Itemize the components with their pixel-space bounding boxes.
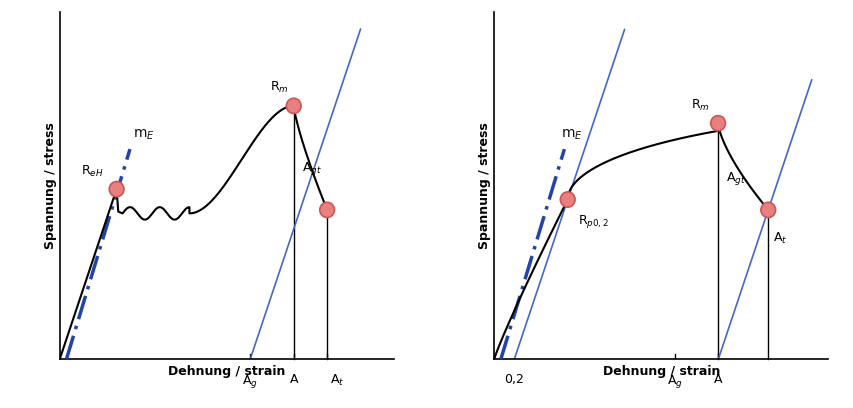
Text: m$_E$: m$_E$ (560, 128, 582, 142)
Circle shape (560, 192, 574, 207)
Text: A$_g$: A$_g$ (242, 373, 258, 390)
Y-axis label: Spannung / stress: Spannung / stress (478, 122, 490, 249)
Y-axis label: Spannung / stress: Spannung / stress (44, 122, 57, 249)
Text: A: A (289, 373, 298, 386)
Text: 0,2: 0,2 (504, 373, 524, 386)
Circle shape (760, 202, 775, 217)
X-axis label: Dehnung / strain: Dehnung / strain (168, 365, 285, 377)
Text: A$_t$: A$_t$ (772, 231, 786, 246)
Text: A$_t$: A$_t$ (330, 373, 345, 388)
Text: R$_m$: R$_m$ (270, 80, 288, 95)
Text: R$_{eH}$: R$_{eH}$ (80, 164, 103, 179)
Text: A$_{gt}$: A$_{gt}$ (302, 160, 322, 177)
Circle shape (319, 202, 334, 217)
Text: A$_{gt}$: A$_{gt}$ (726, 170, 746, 187)
Text: m$_E$: m$_E$ (133, 128, 155, 142)
Text: R$_{p0,2}$: R$_{p0,2}$ (577, 213, 608, 231)
Circle shape (286, 98, 301, 113)
Text: R$_m$: R$_m$ (691, 98, 709, 113)
Text: A$_g$: A$_g$ (666, 373, 682, 390)
X-axis label: Dehnung / strain: Dehnung / strain (602, 365, 719, 377)
Circle shape (109, 182, 124, 197)
Text: A: A (713, 373, 722, 386)
Circle shape (710, 115, 724, 131)
